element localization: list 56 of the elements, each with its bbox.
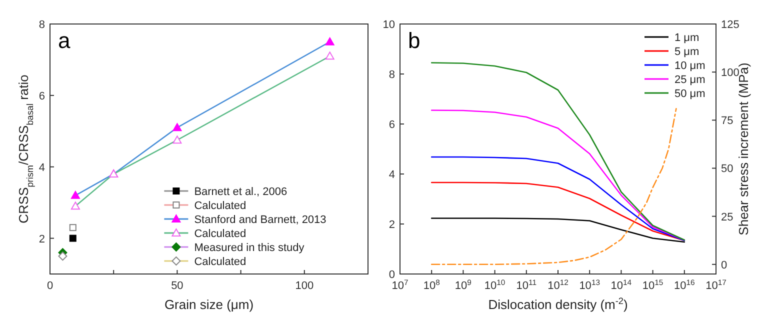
legend-label: 1 μm [674, 32, 700, 44]
line-series [430, 110, 686, 241]
y2-tick-label: 75 [721, 115, 734, 128]
x-tick-label: 10$^{17}$ [706, 278, 726, 292]
y-tick-label: 4 [38, 162, 45, 174]
y-tick-label: 8 [38, 19, 45, 31]
point [325, 52, 334, 60]
point [58, 252, 68, 261]
legend-label: Calculated [194, 256, 246, 268]
legend-label: 10 μm [674, 60, 706, 72]
point [69, 234, 76, 242]
x-tick-label: 10$^{9}$ [454, 278, 472, 292]
legend-label: 5 μm [674, 46, 700, 58]
y2-tick-label: 25 [721, 211, 734, 224]
x-axis-title: Dislocation density (m$^{-2}$) [488, 296, 628, 312]
y-tick-label: 6 [38, 90, 45, 102]
y2-tick-label: 0 [721, 259, 728, 272]
legend-label: 50 μm [674, 88, 706, 100]
y-tick-label: 6 [388, 119, 395, 131]
y-tick-label: 2 [38, 233, 45, 246]
y-tick-label: 8 [388, 69, 395, 81]
x-tick-label: 10$^{15}$ [642, 278, 664, 292]
line-series [430, 218, 686, 243]
x-tick-label: 10$^{16}$ [674, 278, 695, 292]
x-tick-label: 0 [46, 280, 54, 292]
legend-label: Barnett et al., 2006 [194, 186, 288, 198]
point [70, 190, 80, 199]
line-series [430, 156, 686, 242]
x-tick-label: 10$^{8}$ [423, 278, 440, 292]
y-tick-label: 10 [382, 19, 395, 31]
y2-tick-label: 50 [721, 163, 734, 176]
y-tick-label: 2 [388, 219, 395, 231]
y-tick-label: 4 [388, 169, 395, 181]
legend-label: Stanford and Barnett, 2013 [194, 214, 326, 226]
x-tick-label: 10$^{12}$ [548, 278, 568, 292]
x-tick-label: 10$^{13}$ [579, 278, 600, 292]
point [172, 136, 182, 144]
point [325, 37, 334, 46]
x-axis-title: Grain size (μm) [164, 297, 254, 312]
point [70, 202, 80, 210]
point [69, 224, 76, 232]
point [172, 123, 182, 132]
legend-label: Calculated [194, 228, 246, 240]
line-series [430, 62, 686, 241]
x-tick-label: 10$^{10}$ [484, 278, 506, 292]
legend-label: Calculated [194, 200, 246, 212]
legend-label: Measured in this study [194, 242, 305, 254]
x-tick-label: 10$^{11}$ [516, 278, 537, 292]
annotation: b [408, 28, 420, 53]
annotation: a [58, 28, 71, 53]
legend-label: 25 μm [674, 74, 706, 86]
x-tick-label: 10$^{14}$ [610, 278, 632, 292]
y2-tick-label: 100 [721, 67, 740, 80]
x-tick-label: 50 [171, 280, 184, 292]
y2-tick-label: 125 [721, 19, 740, 31]
x-tick-label: 100 [295, 280, 314, 292]
